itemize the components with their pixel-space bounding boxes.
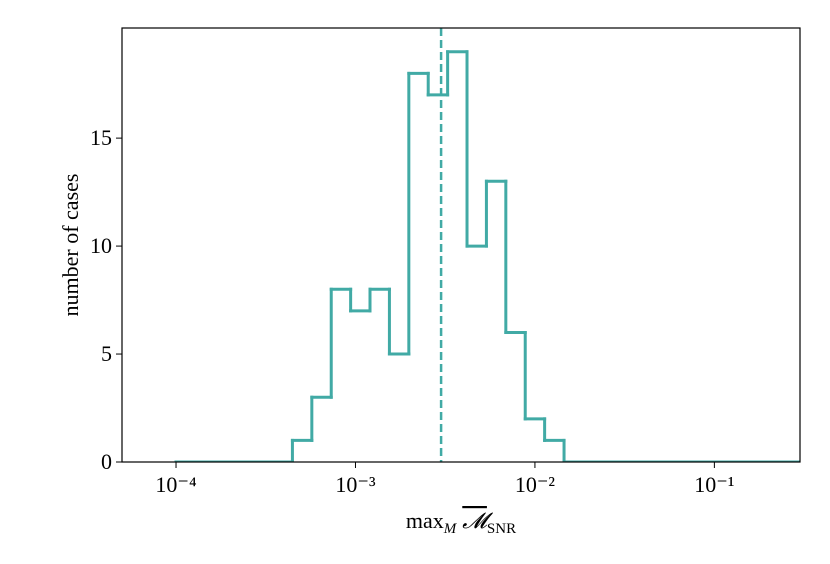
frame bbox=[121, 27, 801, 463]
x-label-op: max bbox=[406, 508, 444, 533]
x-tick-label: 10⁻⁴ bbox=[155, 472, 197, 497]
plot-area bbox=[174, 28, 800, 462]
y-axis-label: number of cases bbox=[58, 174, 83, 317]
y-tick-label: 10 bbox=[90, 233, 112, 258]
x-tick-label: 10⁻³ bbox=[335, 472, 376, 497]
y-tick-label: 0 bbox=[101, 449, 112, 474]
x-tick-label: 10⁻¹ bbox=[694, 472, 734, 497]
x-label-symsub: SNR bbox=[487, 521, 516, 537]
x-axis-label: maxM 𝓜SNR bbox=[406, 508, 516, 537]
y-tick-label: 15 bbox=[90, 125, 112, 150]
x-tick-label: 10⁻² bbox=[515, 472, 556, 497]
x-label-sub: M bbox=[443, 521, 458, 537]
y-tick-label: 5 bbox=[101, 341, 112, 366]
